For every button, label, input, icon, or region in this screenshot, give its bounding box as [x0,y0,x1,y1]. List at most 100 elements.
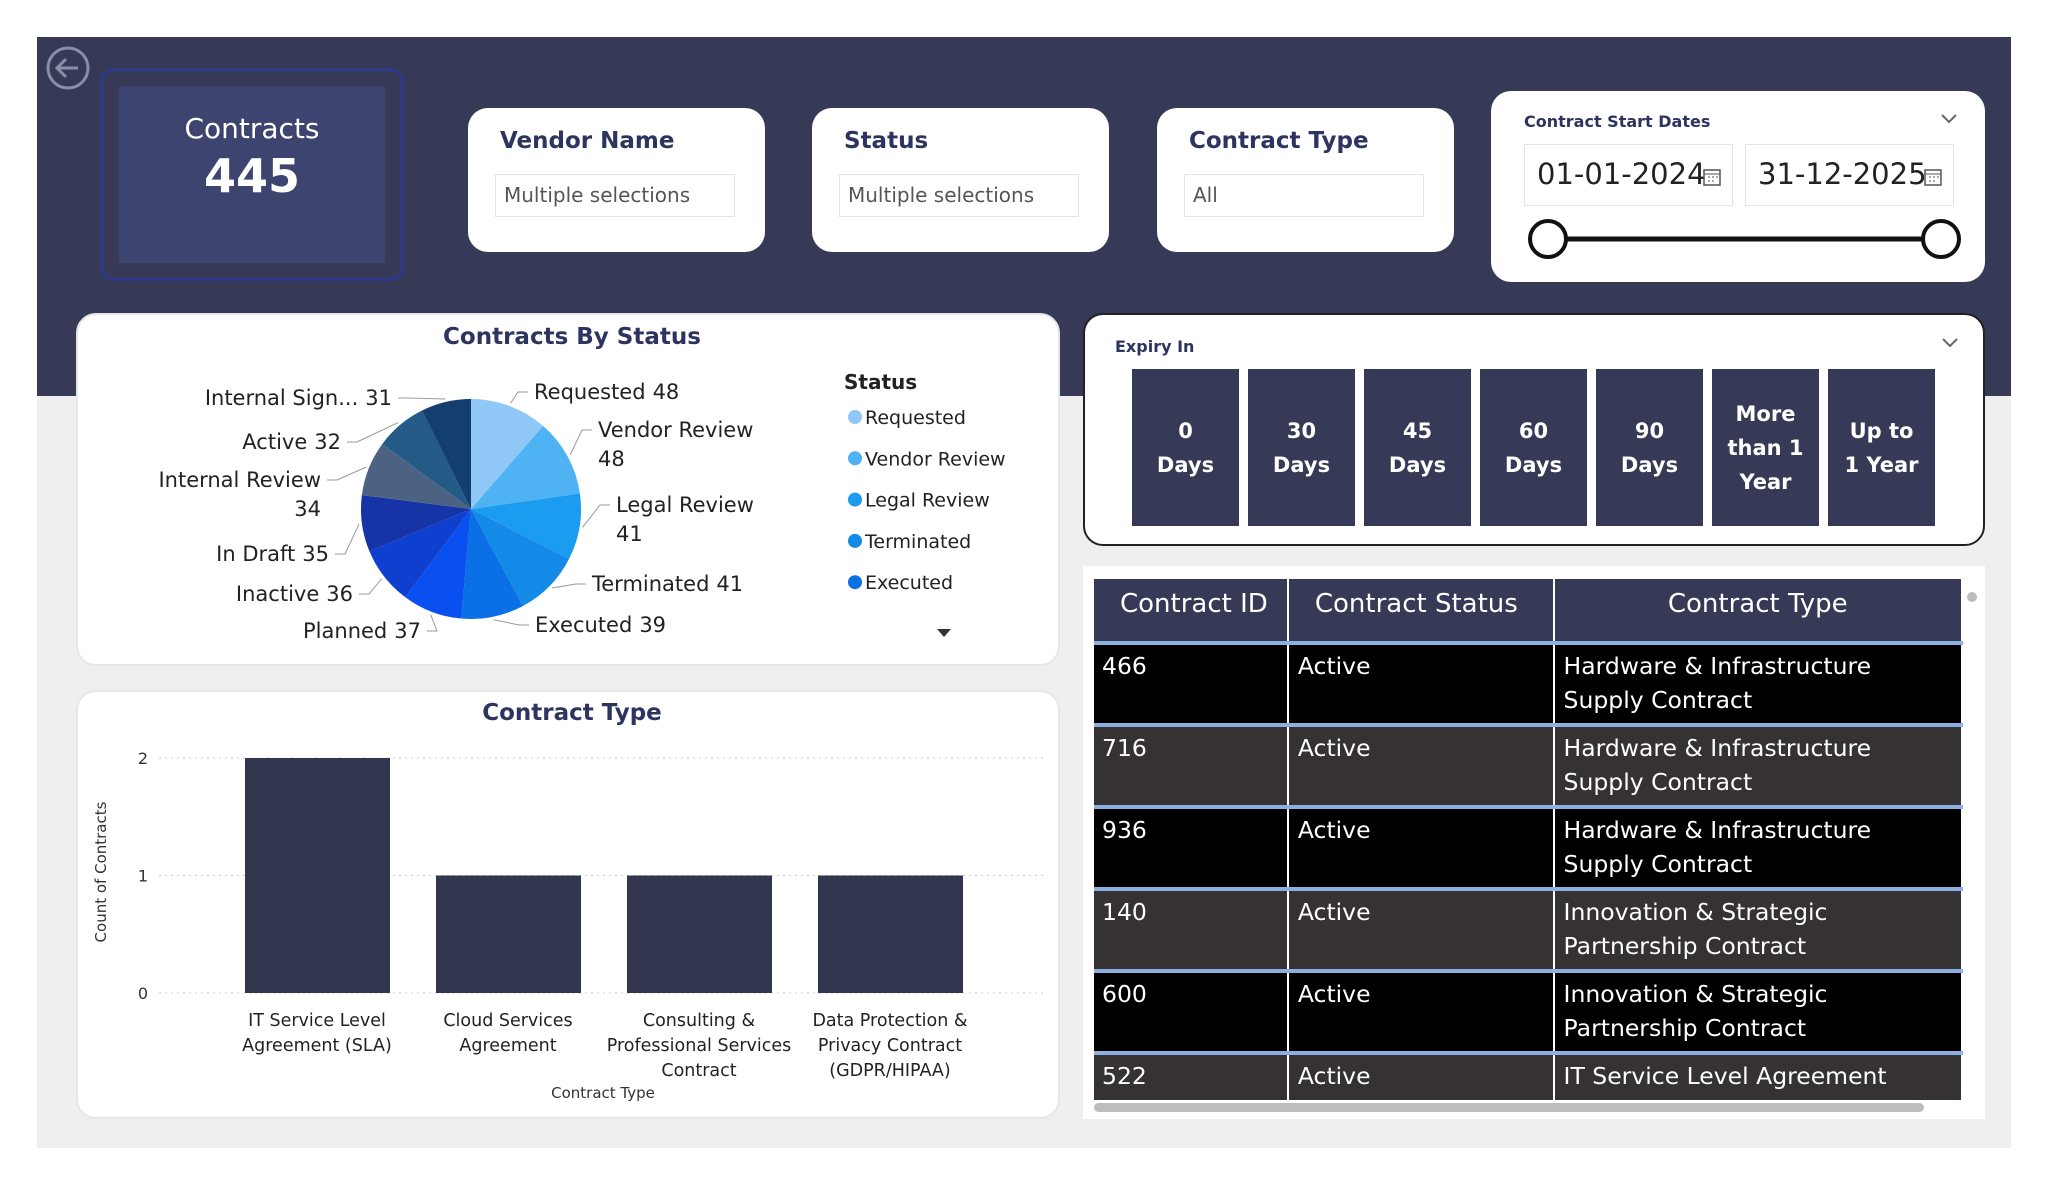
label-value: 48 [653,380,680,404]
bar-title: Contract Type [482,700,662,726]
table-cell: 716 [1094,723,1289,807]
bar [245,758,390,993]
column-header: Contract Type [1553,579,1963,643]
expiry-title: Expiry In [1115,337,1195,356]
table-row: 140 Active Innovation & Strategic Partners… [1094,887,1963,971]
table-panel: Contract ID Contract Status Contract Type 4… [1083,566,1985,1119]
label-category: Terminated [591,572,709,596]
legend-entry: Requested [865,407,966,429]
bar [627,875,772,993]
kpi-box: Contracts 445 [119,86,385,263]
pie-slice [471,493,581,559]
v-scrollbar[interactable] [1967,592,1977,602]
kpi-label: Contracts [184,112,320,145]
contracts-table: Contract ID Contract Status Contract Type 4… [1094,579,1963,1100]
date-filter: Contract Start Dates 01-01-2024 31-12-20… [1491,91,1985,282]
data-label: Internal Review 34 [158,468,321,521]
table-cell: Active [1287,641,1555,725]
start-date-text: 01-01-2024 [1537,157,1706,191]
filter-card: Vendor Name Multiple selections [468,108,765,252]
x-tick-label: Cloud Services Agreement [443,1011,573,1056]
data-label: Executed 39 [535,613,666,637]
table-cell: 522 [1094,1051,1289,1100]
y-axis-title: Count of Contracts [92,801,110,942]
bar [818,875,963,993]
expiry-tile[interactable]: More than 1 Year [1712,369,1819,526]
data-label: Inactive 36 [236,582,353,606]
leader-line [582,504,610,528]
pie-slice [382,410,471,509]
legend-entry: Legal Review [865,490,990,512]
table-cell: IT Service Level Agreement (SLA) [1553,1051,1963,1100]
legend-entry: Vendor Review [865,448,1006,470]
pie-slice [369,509,471,598]
label-category: Internal Sign... [205,386,358,410]
end-date[interactable]: 31-12-2025 [1745,144,1954,206]
filter-value: Multiple selections [848,183,1035,207]
chevron[interactable] [1939,111,1959,127]
table-cell: 600 [1094,969,1289,1053]
kpi-card: Contracts 445 [100,68,404,281]
filter-dropdown[interactable]: All [1184,174,1424,217]
leader-line [335,523,360,555]
pie-panel: Contracts By Status Status Requested 48 Ve… [76,313,1060,666]
data-label: Requested 48 [534,380,679,404]
pie-slice [471,509,570,606]
table-cell: 936 [1094,805,1289,889]
table-cell: Hardware & Infrastructure Supply Contrac… [1553,641,1963,725]
x-axis-title: Contract Type [551,1084,655,1102]
filter-dropdown[interactable]: Multiple selections [839,174,1079,217]
legend-scroll[interactable] [937,629,951,637]
end-date-text: 31-12-2025 [1758,157,1927,191]
data-label: Planned 37 [303,619,421,643]
leader-line [398,397,446,400]
expiry-tile[interactable]: 0 Days [1132,369,1239,526]
label-category: Executed [535,613,632,637]
label-value: 31 [365,386,392,410]
label-value: 41 [616,522,643,546]
legend-marker [848,575,862,590]
expiry-tile[interactable]: 45 Days [1364,369,1471,526]
leader-line [569,429,592,456]
expiry-panel: Expiry In 0 Days 30 Days 45 Days 60 Days 90 … [1083,313,1985,546]
pie-slice [405,509,471,619]
table-cell: Active [1287,969,1555,1053]
label-value: 37 [394,619,421,643]
table-cell: 466 [1094,641,1289,725]
chevron[interactable] [1940,335,1960,351]
legend-entry: Executed [865,572,953,594]
pie-slice [471,425,580,509]
legend-marker [848,533,862,548]
start-date[interactable]: 01-01-2024 [1524,144,1733,206]
leader-line [551,583,586,589]
expiry-tile[interactable]: 30 Days [1248,369,1355,526]
label-category: Requested [534,380,646,404]
expiry-tile[interactable]: 60 Days [1480,369,1587,526]
label-value: 48 [598,447,625,471]
label-value: 32 [314,430,341,454]
label-category: Vendor Review [598,418,753,442]
expiry-tile[interactable]: 90 Days [1596,369,1703,526]
back-button[interactable] [44,44,92,92]
date-slider[interactable] [1521,216,1961,262]
label-category: Legal Review [616,493,754,517]
table-row: 466 Active Hardware & Infrastructure Suppl… [1094,641,1963,725]
pie-slice [461,509,523,619]
h-scrollbar[interactable] [1094,1103,1924,1112]
y-tick-label: 0 [138,984,148,1003]
label-category: Planned [303,619,387,643]
filter-value: Multiple selections [504,183,691,207]
bar [436,875,581,993]
table-row: 716 Active Hardware & Infrastructure Suppl… [1094,723,1963,807]
table-cell: Active [1287,1051,1555,1100]
data-label: In Draft 35 [216,542,329,566]
pie-slice [471,399,544,509]
table-cell: Innovation & Strategic Partnership Contr… [1553,969,1963,1053]
pie-title: Contracts By Status [443,324,701,350]
filter-dropdown[interactable]: Multiple selections [495,174,735,217]
column-header: Contract ID [1094,579,1289,643]
leader-line [347,422,399,443]
expiry-tile[interactable]: Up to 1 Year [1828,369,1935,526]
table-cell: Active [1287,805,1555,889]
header-row: Contract ID Contract Status Contract Type [1094,579,1963,643]
